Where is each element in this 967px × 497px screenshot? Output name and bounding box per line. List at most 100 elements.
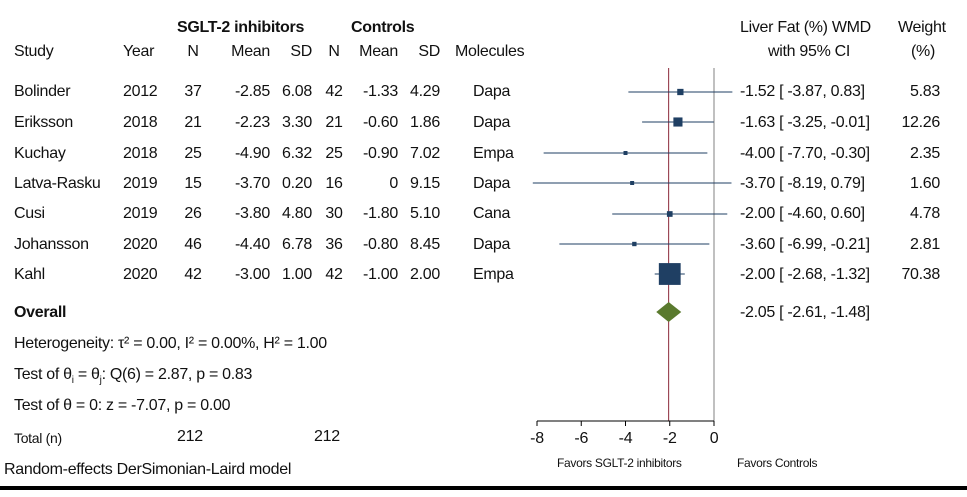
study-name: Latva-Rasku [14, 175, 101, 192]
overall-label: Overall [14, 304, 67, 321]
control-mean: 0 [389, 175, 398, 192]
homogeneity-test-suffix: : Q(6) = 2.87, p = 0.83 [101, 366, 253, 383]
effect-size-text: -2.00 [ -2.68, -1.32] [740, 266, 870, 283]
effect-size-marker [632, 241, 637, 247]
control-n: 25 [325, 145, 343, 162]
treatment-n-header: N [187, 43, 199, 60]
treatment-sd: 6.08 [282, 83, 312, 100]
weight-text: 5.83 [910, 83, 940, 100]
treatment-sd: 6.78 [282, 236, 312, 253]
effect-size-marker [666, 211, 673, 217]
treatment-n: 26 [184, 205, 202, 222]
treatment-sd-header: SD [290, 43, 312, 60]
weight-header-line2: (%) [911, 43, 935, 60]
homogeneity-test-prefix: Test of θ [14, 366, 72, 383]
treatment-mean: -4.40 [235, 236, 270, 253]
effect-header-line2: with 95% CI [768, 43, 851, 60]
molecule-name: Cana [473, 205, 511, 222]
molecule-name: Empa [473, 145, 514, 162]
control-sd: 8.45 [410, 236, 440, 253]
homogeneity-test-sub-j: j [99, 375, 102, 387]
treatment-mean-header: Mean [231, 43, 270, 60]
molecule-name: Dapa [473, 83, 511, 100]
treatment-mean: -3.00 [235, 266, 270, 283]
control-sd: 5.10 [410, 205, 440, 222]
treatment-n: 15 [184, 175, 202, 192]
effect-size-text: -3.60 [ -6.99, -0.21] [740, 236, 870, 253]
control-mean-header: Mean [359, 43, 398, 60]
study-name: Bolinder [14, 83, 71, 100]
study-year: 2019 [123, 175, 158, 192]
totals-label: Total (n) [14, 430, 62, 446]
study-year: 2019 [123, 205, 158, 222]
control-n: 21 [325, 114, 343, 131]
treatment-total: 212 [177, 428, 203, 445]
weight-text: 1.60 [910, 175, 940, 192]
treatment-sd: 3.30 [282, 114, 312, 131]
x-axis-tick-label: -8 [530, 430, 544, 447]
homogeneity-test-sub-i: i [71, 375, 74, 387]
treatment-mean: -2.23 [235, 114, 270, 131]
weight-header-line1: Weight [898, 19, 946, 36]
study-name: Kuchay [14, 145, 66, 162]
control-sd: 4.29 [410, 83, 440, 100]
heterogeneity-stats: Heterogeneity: τ² = 0.00, I² = 0.00%, H²… [14, 335, 327, 352]
study-year: 2018 [123, 114, 158, 131]
effect-size-text: -1.63 [ -3.25, -0.01] [740, 114, 870, 131]
control-mean: -1.80 [363, 205, 398, 222]
control-n: 42 [325, 83, 343, 100]
molecules-column-header: Molecules [455, 43, 525, 60]
molecule-name: Dapa [473, 175, 511, 192]
treatment-n: 46 [184, 236, 202, 253]
effect-size-text: -4.00 [ -7.70, -0.30] [740, 145, 870, 162]
weight-text: 12.26 [901, 114, 940, 131]
control-n: 42 [325, 266, 343, 283]
study-name: Johansson [14, 236, 89, 253]
overall-effect-test: Test of θ = 0: z = -7.07, p = 0.00 [14, 397, 231, 414]
control-n-header: N [328, 43, 340, 60]
x-axis-tick-label: -2 [663, 430, 677, 447]
weight-text: 2.81 [910, 236, 940, 253]
study-year: 2020 [123, 236, 158, 253]
control-mean: -0.60 [363, 114, 398, 131]
treatment-sd: 6.32 [282, 145, 312, 162]
effect-size-text: -1.52 [ -3.87, 0.83] [740, 83, 865, 100]
control-total: 212 [314, 428, 340, 445]
treatment-n: 21 [184, 114, 202, 131]
study-year: 2018 [123, 145, 158, 162]
effect-size-marker [623, 151, 628, 155]
treatment-mean: -2.85 [235, 83, 270, 100]
control-sd: 2.00 [410, 266, 440, 283]
effect-size-text: -2.00 [ -4.60, 0.60] [740, 205, 865, 222]
study-year: 2012 [123, 83, 158, 100]
treatment-mean: -3.80 [235, 205, 270, 222]
x-axis-tick-label: -6 [574, 430, 588, 447]
weight-text: 70.38 [901, 266, 940, 283]
control-n: 36 [325, 236, 343, 253]
homogeneity-test: Test of θi = θj: Q(6) = 2.87, p = 0.83 [14, 367, 252, 386]
control-mean: -0.90 [363, 145, 398, 162]
effect-size-marker [677, 88, 684, 96]
effect-header-line1: Liver Fat (%) WMD [740, 19, 871, 36]
weight-text: 2.35 [910, 145, 940, 162]
effect-size-text: -3.70 [ -8.19, 0.79] [740, 175, 865, 192]
control-sd: 1.86 [410, 114, 440, 131]
year-column-header: Year [123, 43, 155, 60]
molecule-name: Dapa [473, 236, 511, 253]
x-axis-tick-label: -4 [619, 430, 633, 447]
treatment-group-header: SGLT-2 inhibitors [177, 19, 305, 36]
control-group-header: Controls [351, 19, 415, 36]
effect-size-marker [658, 263, 681, 285]
control-sd: 9.15 [410, 175, 440, 192]
control-mean: -1.33 [363, 83, 398, 100]
overall-effect-diamond [656, 302, 682, 322]
control-n: 30 [325, 205, 343, 222]
treatment-sd: 0.20 [282, 175, 312, 192]
study-column-header: Study [14, 43, 54, 60]
favors-treatment-label: Favors SGLT-2 inhibitors [557, 456, 682, 470]
control-sd: 7.02 [410, 145, 440, 162]
homogeneity-test-mid: = θ [73, 366, 100, 383]
control-mean: -1.00 [363, 266, 398, 283]
overall-effect-text: -2.05 [ -2.61, -1.48] [740, 304, 870, 321]
